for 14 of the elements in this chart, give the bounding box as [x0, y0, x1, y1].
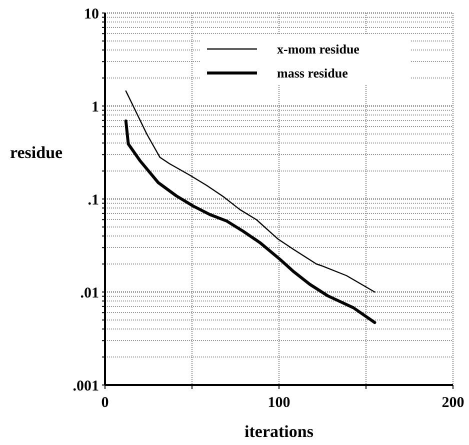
- line-series: [125, 90, 376, 293]
- x-tick-label: 200: [442, 395, 464, 411]
- legend-label: x-mom residue: [277, 42, 360, 57]
- y-tick-label: .1: [88, 192, 99, 208]
- x-tick-label: 100: [268, 395, 290, 411]
- y-tick-label: 1: [92, 99, 99, 116]
- legend-label: mass residue: [277, 66, 348, 81]
- y-axis-title: residue: [10, 143, 64, 162]
- x-axis-title: iterations: [244, 422, 314, 441]
- line-series: [124, 119, 376, 324]
- y-tick-label: .001: [72, 378, 99, 394]
- y-tick-label: .01: [80, 285, 99, 302]
- x-tick-label: 0: [101, 395, 109, 411]
- y-tick-label: 10: [84, 6, 99, 22]
